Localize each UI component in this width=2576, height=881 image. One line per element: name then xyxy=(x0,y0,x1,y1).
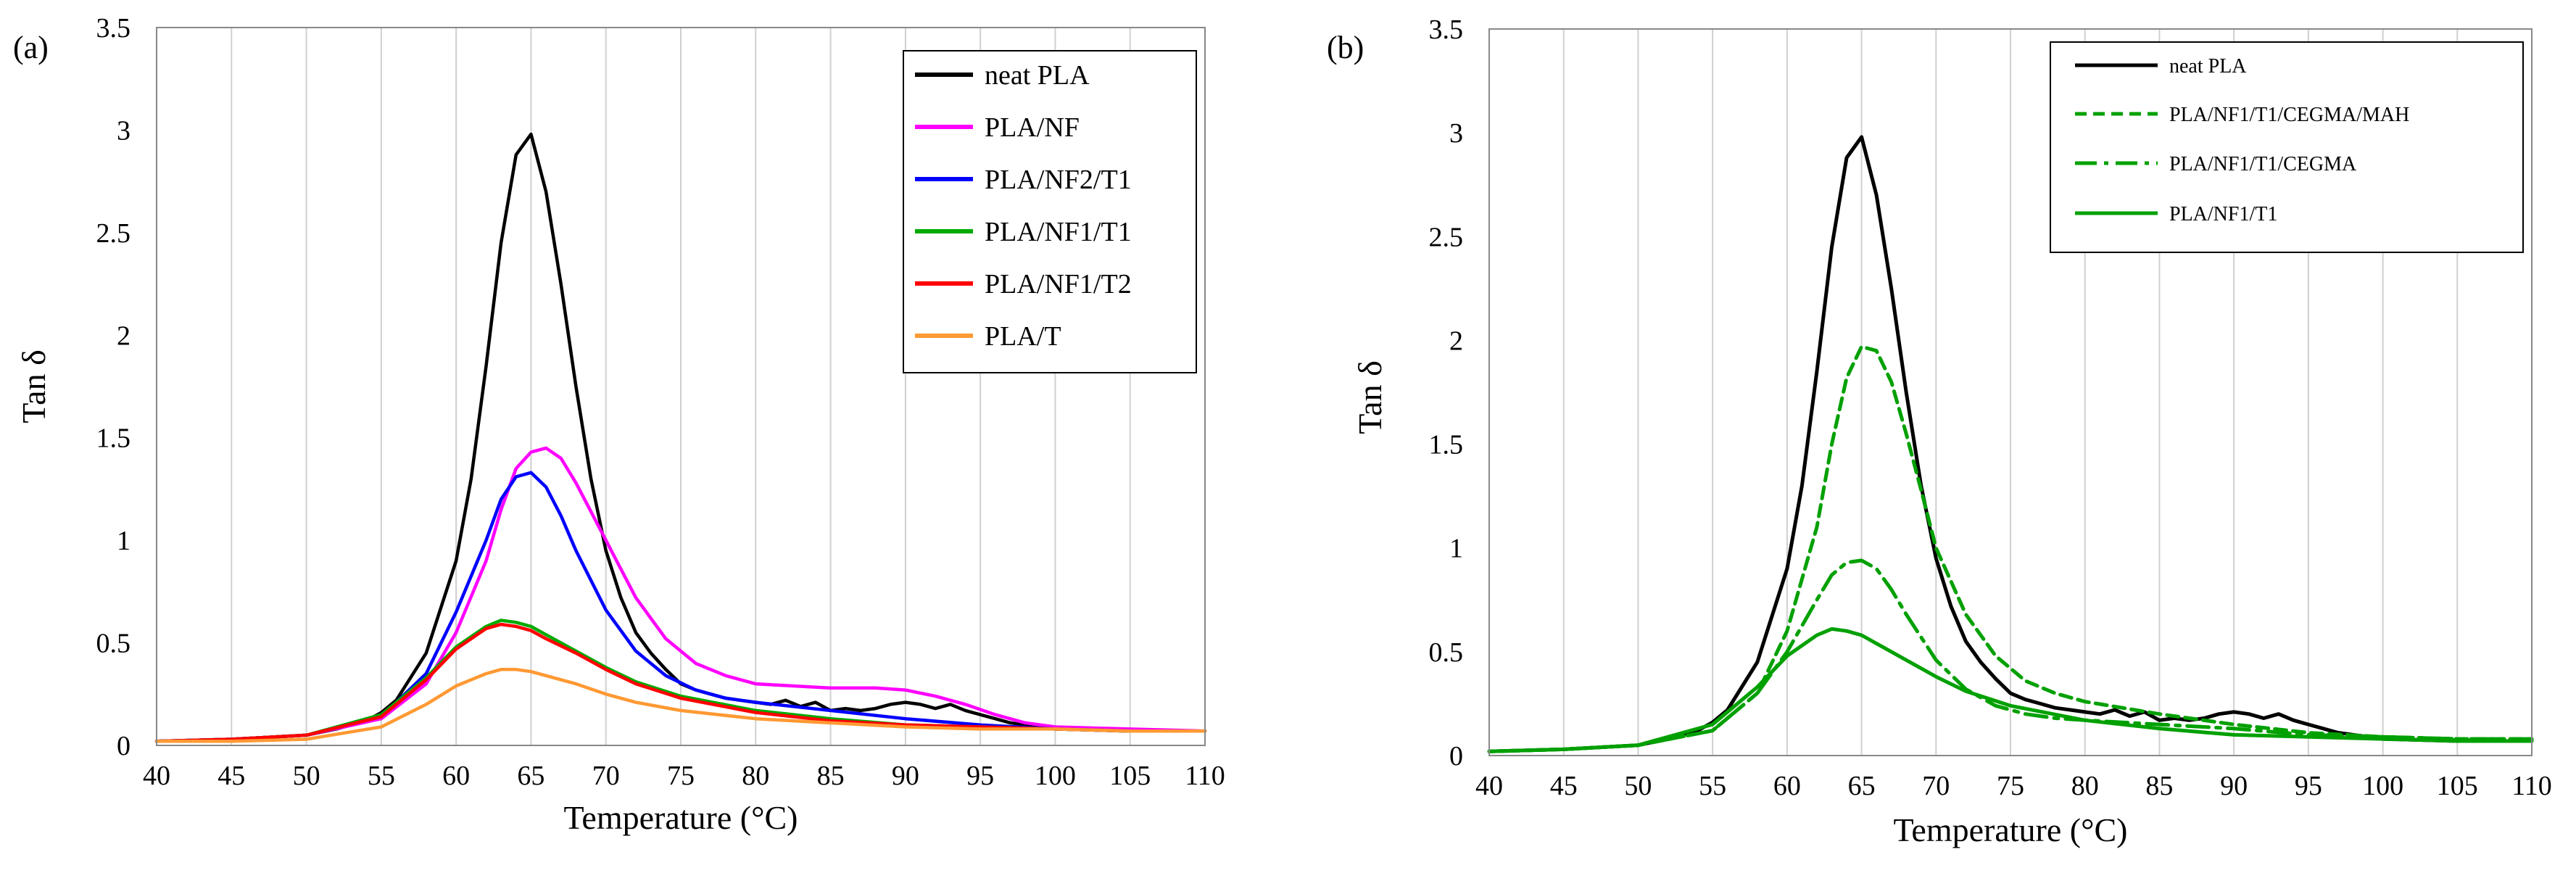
y-tick-label: 0 xyxy=(117,731,131,761)
series-line-pla-nf2-t1 xyxy=(154,471,1207,743)
panel-b-x-tick-labels: 40 45 50 55 60 65 70 75 80 85 90 95 100 … xyxy=(1475,771,2552,801)
legend-entry: PLA/NF1/T2 xyxy=(915,269,1132,299)
legend-label: PLA/T xyxy=(985,321,1061,352)
series-line-pla-nf1-t1-cegma xyxy=(1487,558,2534,753)
y-tick-label: 2.5 xyxy=(96,218,131,249)
x-tick-label: 95 xyxy=(2295,771,2322,801)
legend-box xyxy=(903,50,1197,373)
x-tick-label: 110 xyxy=(2511,771,2552,801)
x-tick-label: 95 xyxy=(966,761,994,791)
legend-entry: PLA/T xyxy=(915,321,1061,352)
y-tick-label: 3.5 xyxy=(96,13,131,44)
y-tick-label: 0.5 xyxy=(96,629,131,659)
legend-label: PLA/NF1/T1 xyxy=(2169,203,2277,226)
x-tick-label: 45 xyxy=(218,761,245,791)
y-tick-label: 1 xyxy=(1449,534,1463,564)
legend-label: PLA/NF1/T1/CEGMA xyxy=(2169,153,2357,175)
x-tick-label: 90 xyxy=(2220,771,2248,801)
series-line-neat-pla xyxy=(1487,135,2534,753)
x-tick-label: 70 xyxy=(1922,771,1950,801)
panel-a-x-tick-labels: 40 45 50 55 60 65 70 75 80 85 90 95 100 … xyxy=(143,761,1225,791)
panel-a-tan-delta-chart: (a) 40 45 50 55 60 65 70 75 80 85 90 95 … xyxy=(13,13,1225,836)
x-tick-label: 45 xyxy=(1550,771,1578,801)
x-tick-label: 90 xyxy=(892,761,919,791)
legend-entry: PLA/NF xyxy=(915,112,1080,143)
x-tick-label: 110 xyxy=(1185,761,1225,791)
panel-b-label: (b) xyxy=(1327,30,1364,65)
legend-label: neat PLA xyxy=(2169,55,2247,78)
x-tick-label: 75 xyxy=(1997,771,2024,801)
panel-b-x-axis-title: Temperature (°C) xyxy=(1894,811,2128,848)
series-line-pla-t xyxy=(154,668,1207,743)
y-tick-label: 0 xyxy=(1449,741,1463,772)
panel-a-y-axis-title: Tan δ xyxy=(15,349,52,423)
y-tick-label: 3 xyxy=(1449,118,1463,149)
x-tick-label: 100 xyxy=(1035,761,1076,791)
legend-entry: PLA/NF2/T1 xyxy=(915,165,1132,195)
series-line-pla-nf xyxy=(154,446,1207,743)
x-tick-label: 85 xyxy=(817,761,845,791)
panel-a-x-axis-title: Temperature (°C) xyxy=(564,799,798,836)
y-tick-label: 2.5 xyxy=(1429,222,1464,252)
x-tick-label: 105 xyxy=(2437,771,2478,801)
y-tick-label: 1 xyxy=(117,526,131,556)
panel-b-series-lines xyxy=(1487,135,2534,753)
panel-a-legend: neat PLA PLA/NF PLA/NF2/T1 PLA/NF1/T1 PL… xyxy=(903,50,1197,373)
x-tick-label: 80 xyxy=(742,761,769,791)
x-tick-label: 70 xyxy=(592,761,620,791)
panel-b-y-axis-title: Tan δ xyxy=(1351,360,1388,434)
legend-entry: neat PLA xyxy=(915,60,1090,91)
x-tick-label: 40 xyxy=(143,761,170,791)
x-tick-label: 55 xyxy=(368,761,395,791)
panel-b-plot-border xyxy=(1488,28,2532,756)
y-tick-label: 2 xyxy=(1449,326,1463,356)
series-line-pla-nf1-t1 xyxy=(1487,626,2534,753)
y-tick-label: 3.5 xyxy=(1429,15,1464,45)
legend-label: neat PLA xyxy=(985,60,1090,91)
x-tick-label: 100 xyxy=(2362,771,2403,801)
legend-entry: neat PLA xyxy=(2075,55,2247,78)
y-tick-label: 2 xyxy=(117,320,131,351)
legend-label: PLA/NF1/T1/CEGMA/MAH xyxy=(2169,104,2409,126)
panel-a-label: (a) xyxy=(13,30,49,65)
x-tick-label: 50 xyxy=(1624,771,1652,801)
panel-a-series-lines xyxy=(154,132,1207,743)
legend-label: PLA/NF1/T1 xyxy=(985,217,1132,247)
panel-b-legend: neat PLA PLA/NF1/T1/CEGMA/MAH PLA/NF1/T1… xyxy=(2050,41,2524,253)
panel-b-tan-delta-chart: (b) 40 45 50 55 60 65 70 75 80 85 90 95 … xyxy=(1327,15,2552,848)
x-tick-label: 40 xyxy=(1475,771,1503,801)
x-tick-label: 75 xyxy=(667,761,695,791)
legend-box xyxy=(2050,41,2524,253)
y-tick-label: 1.5 xyxy=(1429,430,1464,460)
legend-entry: PLA/NF1/T1 xyxy=(915,217,1132,247)
legend-entry: PLA/NF1/T1 xyxy=(2075,203,2277,226)
x-tick-label: 80 xyxy=(2071,771,2099,801)
series-line-pla-nf1-t2 xyxy=(154,622,1207,743)
x-tick-label: 55 xyxy=(1699,771,1726,801)
x-tick-label: 60 xyxy=(1773,771,1801,801)
legend-label: PLA/NF1/T2 xyxy=(985,269,1132,299)
y-tick-label: 1.5 xyxy=(96,423,131,454)
x-tick-label: 60 xyxy=(442,761,470,791)
y-tick-label: 3 xyxy=(117,115,131,146)
y-tick-label: 0.5 xyxy=(1429,637,1464,668)
x-tick-label: 50 xyxy=(293,761,320,791)
panel-b-y-tick-labels: 0 0.5 1 1.5 2 2.5 3 3.5 xyxy=(1429,15,1464,772)
panel-a-y-tick-labels: 0 0.5 1 1.5 2 2.5 3 3.5 xyxy=(96,13,131,761)
x-tick-label: 85 xyxy=(2145,771,2173,801)
x-tick-label: 65 xyxy=(1848,771,1876,801)
x-tick-label: 105 xyxy=(1109,761,1151,791)
legend-label: PLA/NF xyxy=(985,112,1080,143)
legend-entry: PLA/NF1/T1/CEGMA/MAH xyxy=(2075,104,2409,126)
legend-label: PLA/NF2/T1 xyxy=(985,165,1132,195)
legend-entry: PLA/NF1/T1/CEGMA xyxy=(2075,153,2357,175)
panel-a-plot-border xyxy=(156,27,1206,746)
x-tick-label: 65 xyxy=(517,761,544,791)
